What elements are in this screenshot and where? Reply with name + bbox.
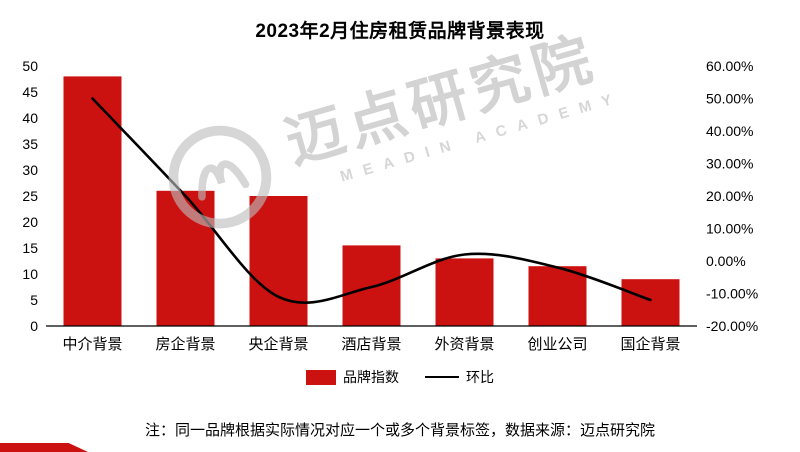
bar-房企背景 [156,190,215,326]
legend: 品牌指数 环比 [0,367,800,387]
left-axis-tick: 45 [22,84,38,100]
left-axis-tick: 10 [22,266,38,282]
right-axis-tick: 50.00% [706,91,753,107]
right-axis-tick: -10.00% [706,286,758,302]
legend-item-mom: 环比 [425,367,494,387]
legend-line-swatch [425,376,459,378]
bar-外资背景 [435,258,494,326]
right-axis-tick: 0.00% [706,253,746,269]
left-axis-tick: 5 [30,292,38,308]
right-axis-tick: 20.00% [706,188,753,204]
left-axis-tick: 20 [22,214,38,230]
left-axis-tick: 35 [22,136,38,152]
legend-item-brand-index: 品牌指数 [306,367,399,387]
page-title: 2023年2月住房租赁品牌背景表现 [255,21,545,42]
left-axis-tick: 30 [22,162,38,178]
legend-bar-swatch [306,369,336,385]
category-label: 创业公司 [527,336,587,353]
left-axis-tick: 40 [22,110,38,126]
legend-bar-label: 品牌指数 [343,369,399,385]
left-axis-tick: 50 [22,58,38,74]
bar-中介背景 [63,76,122,327]
category-label: 酒店背景 [341,336,401,353]
right-axis-tick: 30.00% [706,156,753,172]
left-axis-tick: 0 [30,318,38,334]
bar-国企背景 [621,279,680,326]
right-axis-tick: 10.00% [706,221,753,237]
footnote: 注：同一品牌根据实际情况对应一个或多个背景标签，数据来源：迈点研究院 [144,422,655,439]
left-axis-tick: 15 [22,240,38,256]
category-label: 国企背景 [620,335,680,353]
left-axis-tick: 25 [22,188,38,204]
legend-line-label: 环比 [466,369,494,385]
bar-创业公司 [528,266,587,326]
category-label: 央企背景 [248,335,308,353]
corner-ribbon [0,443,88,452]
category-label: 房企背景 [155,335,215,353]
category-label: 外资背景 [434,336,494,353]
category-label: 中介背景 [62,336,122,353]
right-axis-tick: -20.00% [706,318,758,334]
bar-央企背景 [249,196,308,326]
right-axis-tick: 60.00% [706,58,753,74]
right-axis-tick: 40.00% [706,123,753,139]
